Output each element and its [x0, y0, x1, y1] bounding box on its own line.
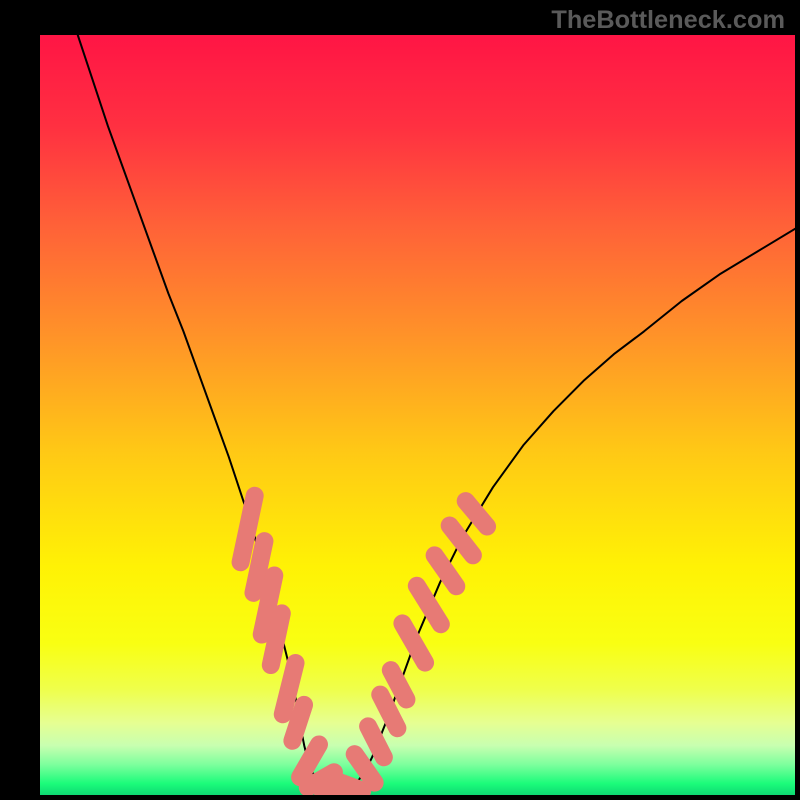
plot-area	[40, 35, 795, 795]
watermark-text: TheBottleneck.com	[551, 6, 785, 35]
plot-svg	[40, 35, 795, 795]
gradient-background	[40, 35, 795, 795]
chart-frame: TheBottleneck.com	[0, 0, 800, 800]
